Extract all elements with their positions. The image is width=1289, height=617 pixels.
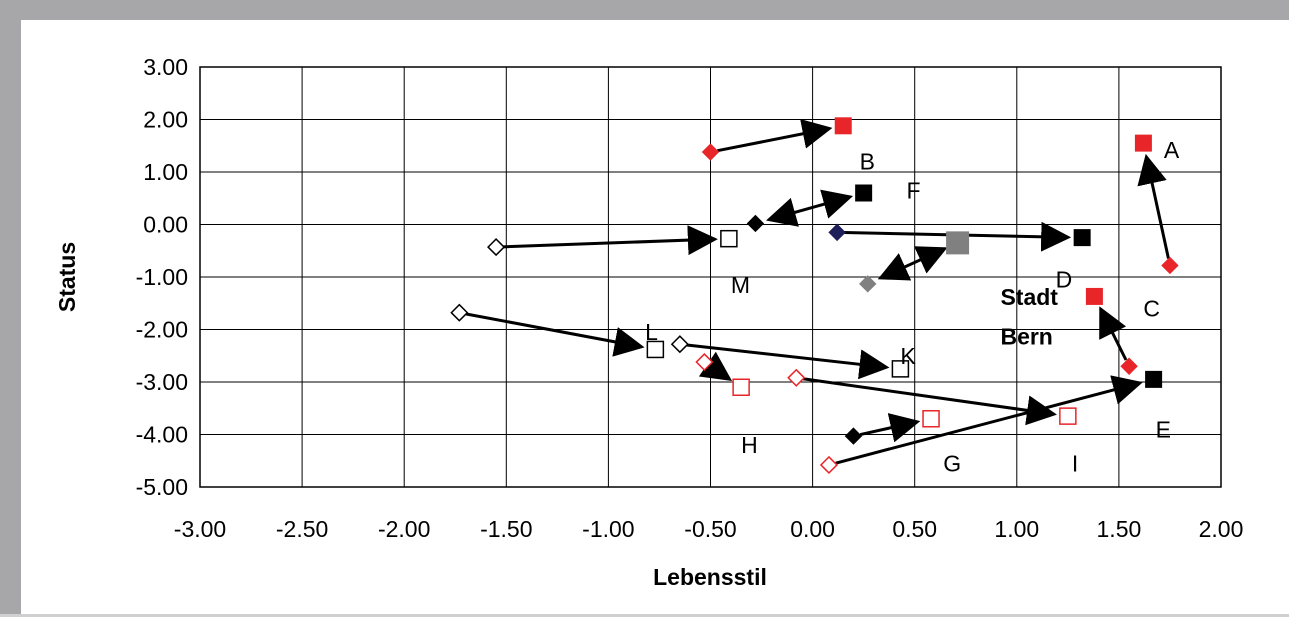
marker-from-a (1161, 256, 1179, 275)
point-label-l: L (645, 319, 658, 345)
marker-from-stadt-bern (859, 275, 877, 293)
x-tick-label: -2.50 (276, 516, 328, 542)
y-tick-labels: 3.00 2.00 1.00 0.00 -1.00 -2.00 -3.00 -4.00 -5.0… (136, 54, 188, 500)
x-axis-title: Lebensstil (653, 564, 767, 590)
y-tick-label: 0.00 (143, 212, 188, 238)
y-tick-label: -5.00 (136, 474, 188, 500)
marker-from-g (844, 427, 863, 445)
marker-from-b (701, 143, 720, 161)
point-label-b: B (860, 149, 875, 175)
marker-from-d (828, 223, 846, 242)
point-labels: A B C D E F G H I K L M Stadt Bern (645, 137, 1180, 476)
arrows (465, 119, 1170, 465)
point-label-d: D (1056, 267, 1073, 293)
point-label-g: G (943, 450, 961, 476)
arrow-l (465, 312, 645, 357)
marker-to-k (891, 360, 910, 378)
y-tick-label: 2.00 (143, 107, 188, 133)
point-label-c: C (1143, 296, 1160, 322)
marker-to-d (1073, 229, 1091, 247)
marker-to-b (834, 117, 852, 135)
x-tick-label: 2.00 (1199, 516, 1244, 542)
marker-to-i (1059, 407, 1077, 425)
arrow-h (698, 351, 733, 382)
marker-to-m (720, 229, 738, 248)
x-tick-label: -3.00 (174, 516, 226, 542)
point-label-i: I (1072, 450, 1078, 476)
point-label-bern: Bern (1000, 323, 1052, 349)
x-tick-label: 1.50 (1097, 516, 1142, 542)
arrow-m (503, 225, 718, 256)
y-tick-label: -1.00 (136, 264, 188, 290)
frame-bottom-line (0, 614, 1289, 617)
arrow-a (1137, 153, 1170, 259)
marker-to-f (855, 184, 873, 202)
x-tick-label: -1.00 (582, 516, 634, 542)
y-tick-label: 1.00 (143, 159, 188, 185)
arrow-stadt-bern (877, 246, 948, 281)
x-tick-labels: -3.00 -2.50 -2.00 -1.50 -1.00 -0.50 0.00 0.50 1.… (174, 516, 1244, 542)
marker-to-a (1134, 134, 1152, 152)
arrow-k (686, 343, 890, 380)
point-label-h: H (741, 432, 758, 458)
x-tick-label: -0.50 (684, 516, 736, 542)
y-tick-label: -2.00 (136, 317, 188, 343)
marker-to-stadt-bern (946, 231, 970, 255)
marker-to-h (732, 378, 750, 396)
arrow-b (717, 119, 833, 153)
markers (450, 117, 1179, 475)
marker-from-h (695, 352, 714, 372)
marker-from-f (746, 214, 765, 233)
marker-from-m (487, 238, 506, 257)
point-label-m: M (731, 272, 750, 298)
marker-to-c (1085, 287, 1103, 305)
frame-top-bar (0, 0, 1289, 20)
marker-from-e (819, 455, 838, 475)
point-label-stadt: Stadt (1000, 284, 1058, 310)
arrow-i (802, 377, 1057, 426)
marker-to-e (1145, 370, 1163, 388)
point-label-a: A (1164, 137, 1180, 163)
y-axis-title: Status (54, 242, 80, 312)
point-label-f: F (907, 177, 921, 203)
point-label-k: K (900, 343, 916, 369)
arrow-e (835, 375, 1143, 465)
x-tick-label: 0.50 (892, 516, 937, 542)
marker-to-g (922, 410, 940, 428)
y-tick-label: -4.00 (136, 422, 188, 448)
y-tick-label: -3.00 (136, 369, 188, 395)
frame-left-bar (0, 0, 21, 617)
x-tick-label: 0.00 (790, 516, 835, 542)
x-tick-label: -2.00 (378, 516, 430, 542)
marker-from-i (787, 368, 806, 387)
y-tick-label: 3.00 (143, 54, 188, 80)
marker-from-k (670, 335, 689, 354)
arrow-g (859, 413, 921, 443)
x-tick-label: 1.00 (994, 516, 1039, 542)
plot-area (199, 66, 1222, 488)
x-tick-label: -1.50 (480, 516, 532, 542)
marker-from-c (1120, 357, 1138, 375)
marker-to-l (646, 340, 665, 359)
marker-from-l (450, 303, 469, 322)
arrow-f (766, 189, 854, 227)
arrow-c (1099, 306, 1128, 361)
point-label-e: E (1156, 416, 1171, 442)
